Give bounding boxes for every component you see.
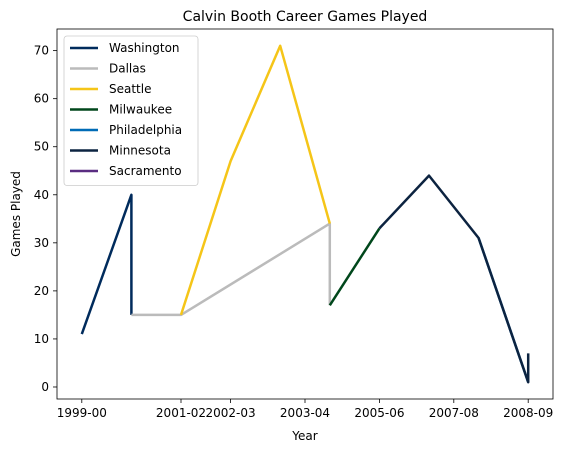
plot-area: [80, 44, 530, 384]
legend-label-milwaukee: Milwaukee: [109, 103, 172, 117]
x-tick-label: 2007-08: [429, 406, 479, 420]
series-line-dallas: [131, 222, 332, 317]
series-line-milwaukee: [328, 227, 381, 306]
x-tick-label: 2001-02: [156, 406, 206, 420]
x-axis-label: Year: [291, 429, 317, 443]
y-tick-label: 40: [34, 188, 49, 202]
y-tick-label: 30: [34, 236, 49, 250]
y-tick-label: 0: [41, 380, 49, 394]
x-tick-label: 1999-00: [57, 406, 107, 420]
y-tick-label: 20: [34, 284, 49, 298]
x-axis: 1999-00 2001-02 2002-03 2003-04 2005-06 2007-…: [57, 399, 553, 420]
legend: Washington Dallas Seattle Milwaukee Philadel…: [63, 35, 199, 186]
x-tick-label: 2008-09: [503, 406, 553, 420]
y-axis-label: Games Played: [9, 171, 23, 257]
series-line-minnesota: [378, 174, 530, 384]
chart-title: Calvin Booth Career Games Played: [183, 9, 428, 25]
y-tick-label: 70: [34, 44, 49, 58]
series-line-washington: [80, 193, 133, 335]
series-line-seattle: [179, 44, 332, 316]
y-axis: 0 10 20 30 40 50 60 70: [34, 44, 57, 394]
legend-label-seattle: Seattle: [109, 82, 151, 96]
y-tick-label: 10: [34, 332, 49, 346]
y-tick-label: 50: [34, 140, 49, 154]
legend-label-dallas: Dallas: [109, 62, 146, 76]
legend-label-minnesota: Minnesota: [109, 144, 171, 158]
legend-label-philadelphia: Philadelphia: [109, 123, 182, 137]
legend-box: [63, 35, 199, 186]
legend-label-washington: Washington: [109, 41, 180, 55]
y-tick-label: 60: [34, 92, 49, 106]
legend-label-sacramento: Sacramento: [109, 164, 182, 178]
x-tick-label: 2003-04: [280, 406, 330, 420]
x-tick-label: 2005-06: [354, 406, 404, 420]
x-tick-label: 2002-03: [206, 406, 256, 420]
